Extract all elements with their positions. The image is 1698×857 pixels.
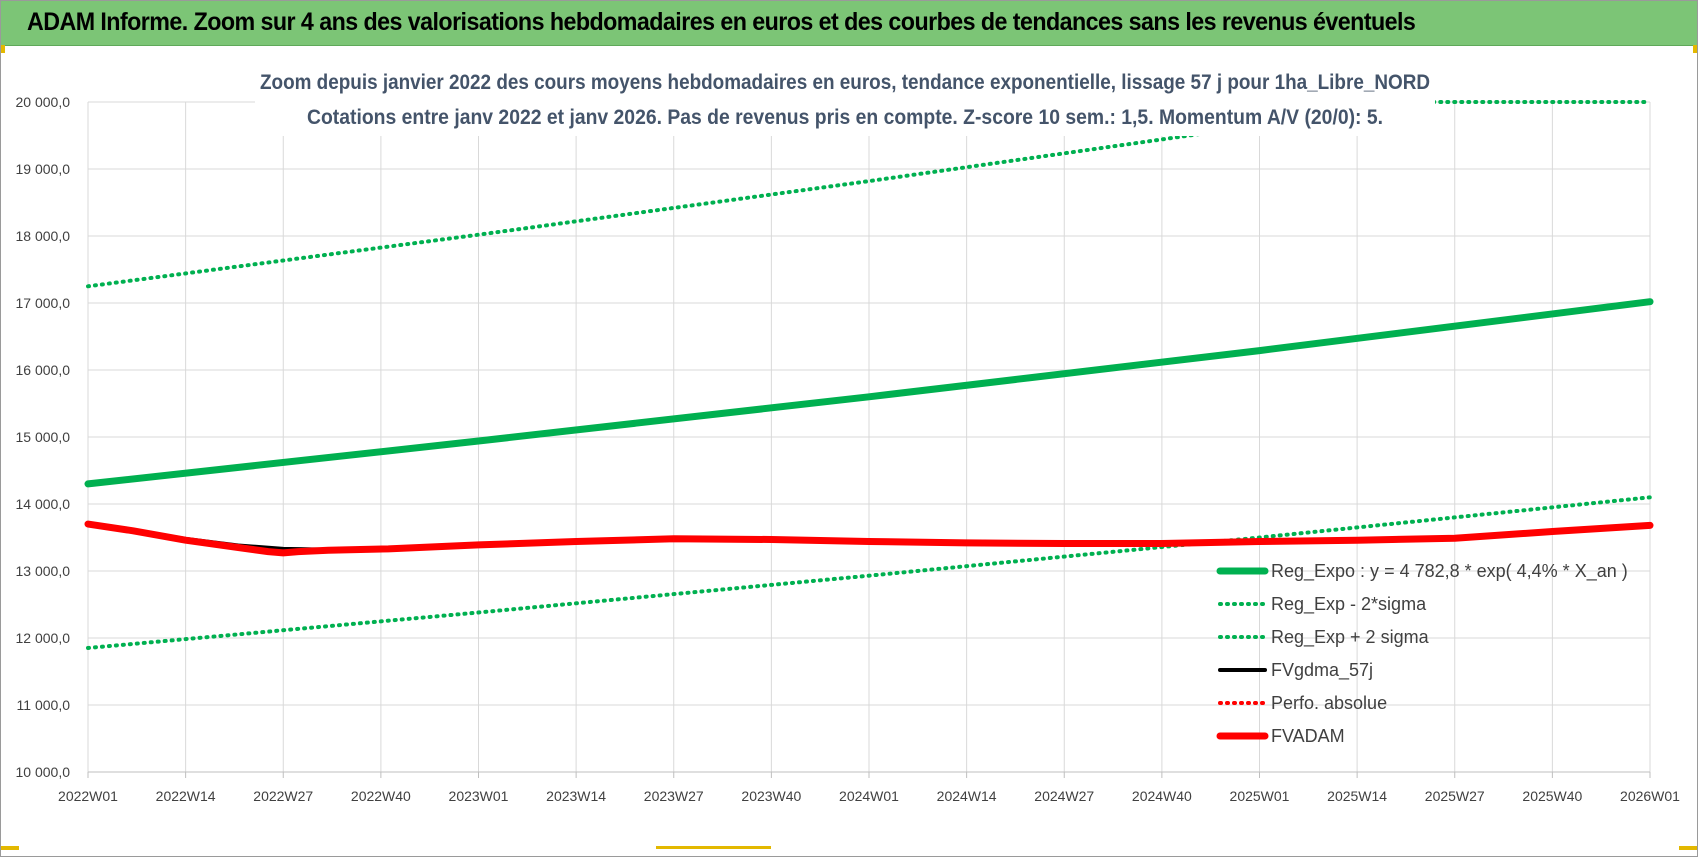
corner-mark-bottom-center — [656, 846, 771, 849]
x-tick-label: 2022W27 — [253, 788, 313, 804]
y-tick-label: 13 000,0 — [16, 563, 71, 579]
x-tick-label: 2022W14 — [156, 788, 216, 804]
legend-label-2: Reg_Exp + 2 sigma — [1271, 627, 1430, 648]
corner-mark-br-h — [1679, 846, 1697, 850]
title-banner: ADAM Informe. Zoom sur 4 ans des valoris… — [1, 1, 1697, 46]
corner-mark-tr-v — [1693, 45, 1697, 53]
x-tick-label: 2025W27 — [1425, 788, 1485, 804]
x-tick-label: 2023W27 — [644, 788, 704, 804]
legend-label-4: Perfo. absolue — [1271, 693, 1387, 713]
x-tick-label: 2026W01 — [1620, 788, 1680, 804]
x-axis-labels: 2022W01 2022W14 2022W27 2022W40 2023W01 2023W… — [58, 788, 1680, 804]
x-tick-label: 2024W40 — [1132, 788, 1192, 804]
y-axis-labels: 10 000,0 11 000,0 12 000,0 13 000,0 14 000,0… — [16, 94, 71, 780]
chart-subtitle-line-1: Zoom depuis janvier 2022 des cours moyen… — [260, 71, 1430, 94]
series-line-5 — [84, 520, 1654, 557]
y-tick-label: 10 000,0 — [16, 764, 71, 780]
series-line-0 — [84, 298, 1654, 488]
grid-lines — [87, 101, 1651, 778]
x-tick-label: 2024W14 — [937, 788, 997, 804]
legend-label-3: FVgdma_57j — [1271, 660, 1373, 681]
y-tick-label: 18 000,0 — [16, 228, 71, 244]
corner-mark-bl-h — [1, 846, 19, 850]
x-tick-label: 2025W14 — [1327, 788, 1387, 804]
chart-titles: Zoom depuis janvier 2022 des cours moyen… — [255, 66, 1435, 136]
series-line-1 — [86, 495, 1652, 650]
x-tick-label: 2025W40 — [1522, 788, 1582, 804]
x-tick-label: 2023W01 — [449, 788, 509, 804]
corner-mark-tl-v — [1, 45, 5, 53]
y-tick-label: 19 000,0 — [16, 161, 71, 177]
banner-title: ADAM Informe. Zoom sur 4 ans des valoris… — [27, 8, 1416, 36]
subtitle-background — [255, 66, 1435, 136]
legend-label-1: Reg_Exp - 2*sigma — [1271, 594, 1427, 615]
x-tick-label: 2023W40 — [741, 788, 801, 804]
x-tick-label: 2024W01 — [839, 788, 899, 804]
y-tick-label: 12 000,0 — [16, 630, 71, 646]
x-tick-label: 2025W01 — [1230, 788, 1290, 804]
y-tick-label: 11 000,0 — [17, 697, 71, 713]
series-line-2 — [86, 100, 1652, 289]
x-tick-label: 2024W27 — [1034, 788, 1094, 804]
y-tick-label: 15 000,0 — [16, 429, 71, 445]
x-tick-label: 2023W14 — [546, 788, 606, 804]
x-tick-label: 2022W40 — [351, 788, 411, 804]
chart-subtitle-line-2: Cotations entre janv 2022 et janv 2026. … — [307, 106, 1383, 129]
legend-label-5: FVADAM — [1271, 726, 1345, 746]
y-tick-label: 20 000,0 — [16, 94, 71, 110]
legend-label-0: Reg_Expo : y = 4 782,8 * exp( 4,4% * X_a… — [1271, 561, 1628, 582]
x-tick-label: 2022W01 — [58, 788, 118, 804]
legend: Reg_Expo : y = 4 782,8 * exp( 4,4% * X_a… — [1216, 561, 1628, 746]
y-tick-label: 16 000,0 — [16, 362, 71, 378]
series-group — [84, 100, 1654, 650]
y-tick-label: 17 000,0 — [16, 295, 71, 311]
y-tick-label: 14 000,0 — [16, 496, 71, 512]
